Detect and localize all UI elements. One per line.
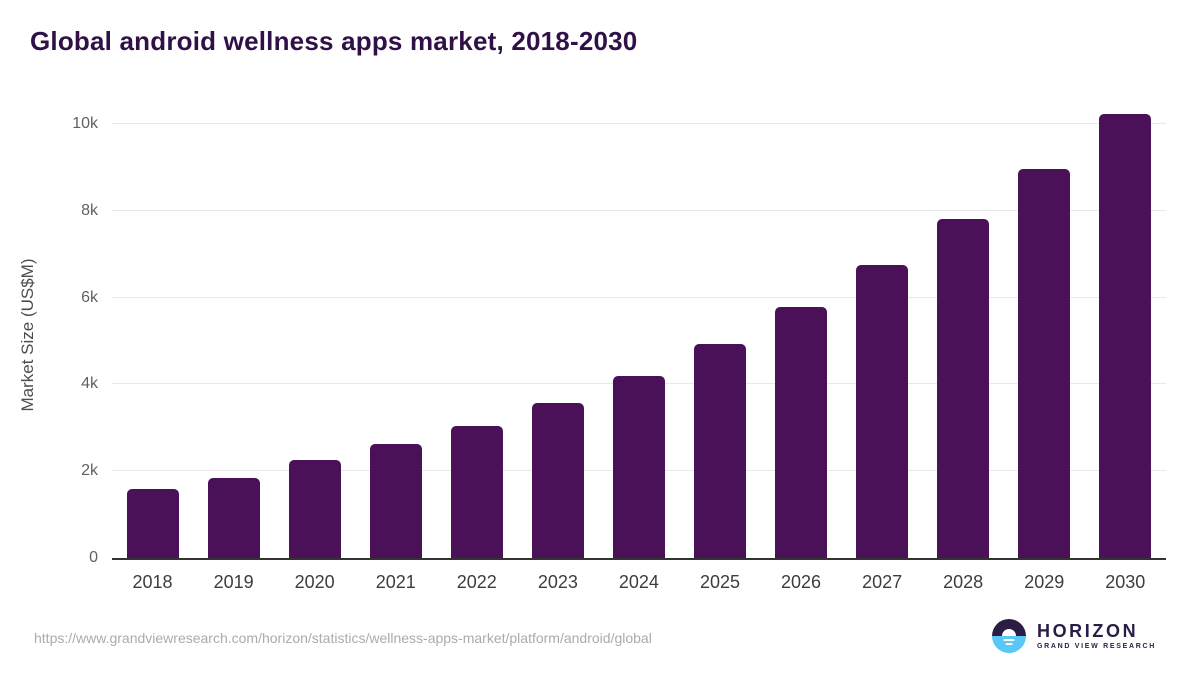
bar-2026[interactable] bbox=[775, 307, 828, 558]
bar-2027[interactable] bbox=[856, 265, 909, 558]
bar-slot-2029 bbox=[1004, 112, 1085, 558]
source-url: https://www.grandviewresearch.com/horizo… bbox=[34, 630, 652, 646]
x-tick-2030: 2030 bbox=[1105, 572, 1146, 592]
bar-2030[interactable] bbox=[1099, 114, 1152, 558]
bar-series bbox=[112, 112, 1166, 558]
x-tick-2019: 2019 bbox=[213, 572, 254, 592]
gridline-10k bbox=[112, 123, 1166, 124]
bar-2019[interactable] bbox=[207, 478, 260, 558]
bar-2024[interactable] bbox=[612, 376, 665, 558]
horizon-logo-icon bbox=[991, 619, 1026, 653]
x-tick-2026: 2026 bbox=[781, 572, 822, 592]
x-tick-2022: 2022 bbox=[456, 572, 497, 592]
bar-slot-2027 bbox=[842, 112, 923, 558]
bar-2018[interactable] bbox=[126, 489, 179, 558]
y-axis-title: Market Size (US$M) bbox=[18, 258, 37, 412]
x-tick-2021: 2021 bbox=[375, 572, 416, 592]
x-tick-2025: 2025 bbox=[699, 572, 740, 592]
bar-2025[interactable] bbox=[693, 344, 746, 558]
bar-slot-2024 bbox=[598, 112, 679, 558]
gridline-6k bbox=[112, 297, 1166, 298]
horizon-logo: HORIZON GRAND VIEW RESEARCH bbox=[991, 619, 1156, 653]
y-tick-2k: 2k bbox=[81, 462, 98, 479]
sun-reflection-icon bbox=[1005, 643, 1013, 645]
bar-2029[interactable] bbox=[1018, 169, 1071, 558]
bar-slot-2026 bbox=[761, 112, 842, 558]
bar-2023[interactable] bbox=[531, 403, 584, 558]
bar-2020[interactable] bbox=[288, 460, 341, 558]
logo-text: HORIZON GRAND VIEW RESEARCH bbox=[1036, 621, 1156, 651]
logo-subtitle: GRAND VIEW RESEARCH bbox=[1036, 643, 1156, 650]
sun-reflection-icon bbox=[1003, 639, 1015, 641]
x-axis-labels: 2018 2019 2020 2021 2022 2023 2024 2025 2026 2027… bbox=[112, 572, 1166, 593]
bar-slot-2018 bbox=[112, 112, 193, 558]
x-tick-2018: 2018 bbox=[132, 572, 173, 592]
bar-2022[interactable] bbox=[450, 426, 503, 558]
bar-slot-2028 bbox=[923, 112, 1004, 558]
bar-slot-2023 bbox=[517, 112, 598, 558]
plot-area bbox=[112, 112, 1166, 560]
x-tick-2028: 2028 bbox=[943, 572, 984, 592]
bar-slot-2019 bbox=[193, 112, 274, 558]
y-tick-4k: 4k bbox=[81, 375, 98, 392]
x-tick-2027: 2027 bbox=[862, 572, 903, 592]
y-tick-0: 0 bbox=[89, 549, 98, 566]
bar-slot-2021 bbox=[355, 112, 436, 558]
x-tick-2029: 2029 bbox=[1024, 572, 1065, 592]
y-tick-6k: 6k bbox=[81, 289, 98, 306]
bar-slot-2020 bbox=[274, 112, 355, 558]
bar-slot-2022 bbox=[436, 112, 517, 558]
chart-title: Global android wellness apps market, 201… bbox=[30, 26, 638, 56]
bar-2028[interactable] bbox=[937, 219, 990, 558]
gridline-8k bbox=[112, 210, 1166, 211]
sun-icon bbox=[1001, 629, 1016, 636]
x-tick-2023: 2023 bbox=[537, 572, 578, 592]
x-tick-2020: 2020 bbox=[294, 572, 335, 592]
y-tick-10k: 10k bbox=[72, 115, 98, 132]
bar-slot-2025 bbox=[679, 112, 760, 558]
bar-2021[interactable] bbox=[369, 444, 422, 558]
y-axis: 0 2k 4k 6k 8k 10k bbox=[30, 112, 98, 566]
x-tick-2024: 2024 bbox=[618, 572, 659, 592]
bar-slot-2030 bbox=[1085, 112, 1166, 558]
y-tick-8k: 8k bbox=[81, 202, 98, 219]
logo-name: HORIZON bbox=[1036, 621, 1139, 641]
